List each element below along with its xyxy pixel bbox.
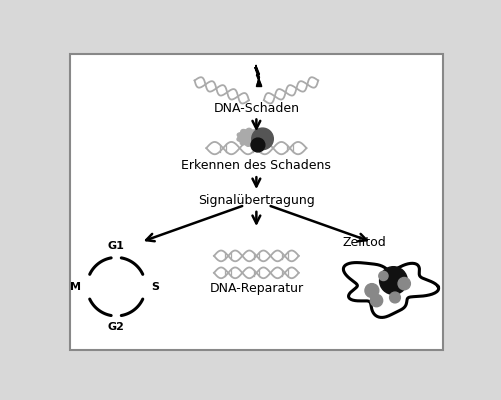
- Text: G1: G1: [108, 241, 125, 251]
- Circle shape: [365, 284, 379, 298]
- Circle shape: [251, 138, 265, 152]
- Circle shape: [379, 271, 388, 280]
- Circle shape: [390, 292, 400, 303]
- Text: DNA-Schaden: DNA-Schaden: [213, 102, 300, 114]
- Text: Zelltod: Zelltod: [342, 236, 386, 248]
- Circle shape: [252, 128, 274, 150]
- Text: DNA-Reparatur: DNA-Reparatur: [209, 282, 304, 295]
- Circle shape: [380, 267, 407, 294]
- Text: Erkennen des Schadens: Erkennen des Schadens: [181, 159, 331, 172]
- Text: M: M: [70, 282, 81, 292]
- Text: S: S: [152, 282, 160, 292]
- Polygon shape: [255, 67, 261, 85]
- Polygon shape: [343, 262, 438, 318]
- Polygon shape: [256, 65, 262, 86]
- Circle shape: [398, 278, 410, 290]
- Polygon shape: [237, 128, 261, 146]
- Circle shape: [370, 294, 383, 307]
- Text: Signalübertragung: Signalübertragung: [198, 194, 315, 207]
- Text: G2: G2: [108, 322, 125, 332]
